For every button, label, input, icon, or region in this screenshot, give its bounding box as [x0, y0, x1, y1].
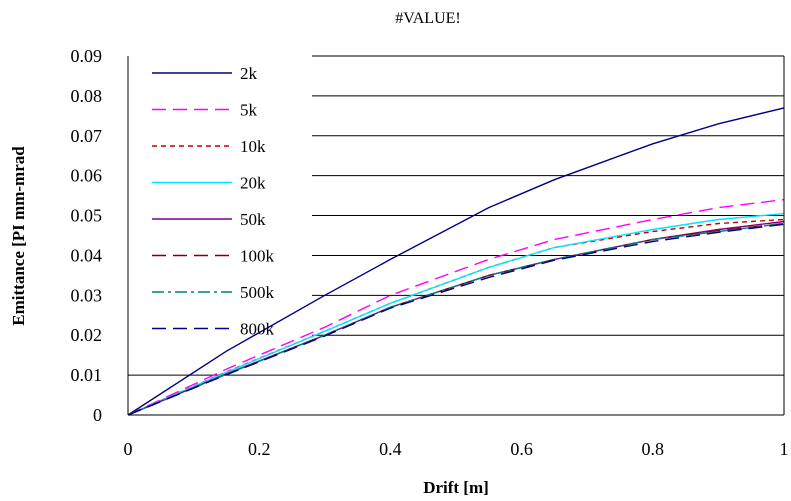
legend-label-2k: 2k — [240, 64, 258, 83]
x-axis-label: Drift [m] — [423, 478, 489, 497]
x-tick-label: 0.8 — [642, 439, 665, 459]
y-tick-label: 0.06 — [71, 166, 103, 186]
legend-label-100k: 100k — [240, 247, 275, 266]
series-line-800k — [127, 223, 785, 416]
y-tick-label: 0 — [93, 405, 102, 425]
x-axis-ticks: 0 0.2 0.4 0.6 0.8 1 — [124, 439, 789, 459]
legend: 2k 5k 10k 20k 50k 100k 500k 800k — [152, 64, 275, 339]
x-tick-label: 0.6 — [510, 439, 533, 459]
legend-label-10k: 10k — [240, 137, 266, 156]
y-tick-label: 0.02 — [71, 325, 103, 345]
y-tick-label: 0.05 — [71, 206, 103, 226]
x-tick-label: 1 — [780, 439, 789, 459]
y-axis-label: Emittance [PI mm-mrad — [9, 146, 28, 326]
y-axis-ticks: 0 0.01 0.02 0.03 0.04 0.05 0.06 0.07 0.08 0.09 — [71, 46, 103, 425]
series-line-500k — [127, 222, 785, 416]
series-line-10k — [127, 218, 785, 416]
y-tick-label: 0.04 — [71, 245, 103, 265]
y-tick-label: 0.01 — [71, 365, 103, 385]
legend-label-5k: 5k — [240, 101, 258, 120]
legend-label-800k: 800k — [240, 320, 275, 339]
y-tick-label: 0.08 — [71, 86, 103, 106]
series-lines — [127, 107, 785, 416]
x-tick-label: 0.2 — [248, 439, 271, 459]
series-line-2k — [127, 107, 785, 416]
y-tick-label: 0.07 — [71, 126, 103, 146]
gridlines — [128, 55, 784, 376]
legend-label-50k: 50k — [240, 210, 266, 229]
x-tick-label: 0.4 — [379, 439, 402, 459]
x-tick-label: 0 — [124, 439, 133, 459]
series-line-50k — [127, 220, 785, 416]
chart-title: #VALUE! — [395, 10, 460, 27]
legend-label-500k: 500k — [240, 283, 275, 302]
legend-label-20k: 20k — [240, 174, 266, 193]
series-line-100k — [127, 222, 785, 416]
y-tick-label: 0.09 — [71, 46, 103, 66]
series-line-5k — [127, 198, 785, 416]
series-line-20k — [127, 212, 785, 416]
y-tick-label: 0.03 — [71, 285, 103, 305]
